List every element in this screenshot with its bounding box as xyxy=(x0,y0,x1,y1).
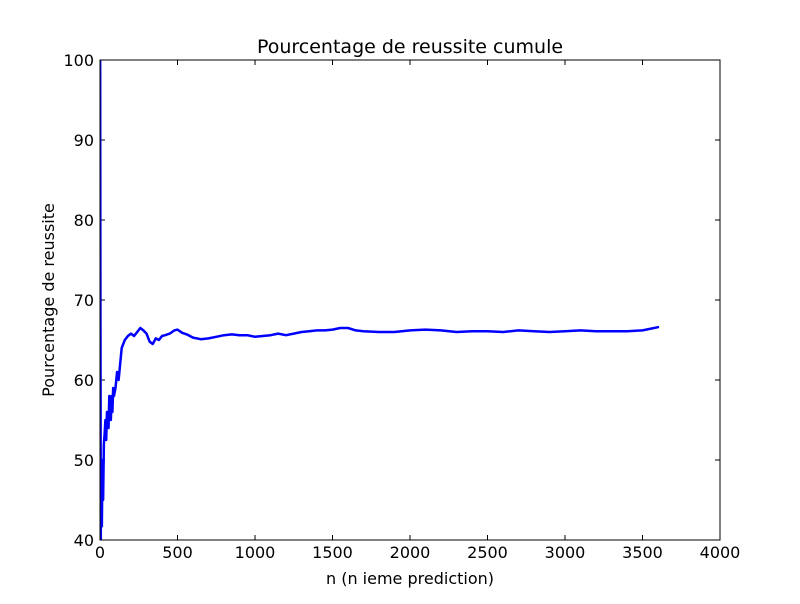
x-tick-label: 2500 xyxy=(467,543,508,562)
y-tick-label: 100 xyxy=(63,51,94,70)
x-tick-label: 3500 xyxy=(622,543,663,562)
y-tick-label: 70 xyxy=(74,291,94,310)
y-tick-label: 50 xyxy=(74,451,94,470)
plot-area xyxy=(100,60,720,540)
y-tick-label: 40 xyxy=(74,531,94,550)
y-tick-label: 90 xyxy=(74,131,94,150)
x-tick-label: 4000 xyxy=(700,543,741,562)
series-line xyxy=(100,60,660,540)
x-tick-label: 1000 xyxy=(235,543,276,562)
x-axis: 0 500 1000 1500 2000 2500 3000 3500 4000 xyxy=(95,60,740,562)
chart-title: Pourcentage de reussite cumule xyxy=(257,36,563,58)
x-tick-label: 500 xyxy=(162,543,193,562)
x-tick-label: 0 xyxy=(95,543,105,562)
x-tick-label: 1500 xyxy=(312,543,353,562)
x-axis-label: n (n ieme prediction) xyxy=(326,569,494,588)
y-axis-label: Pourcentage de reussite xyxy=(39,203,58,397)
x-tick-label: 2000 xyxy=(390,543,431,562)
y-tick-label: 60 xyxy=(74,371,94,390)
x-tick-label: 3000 xyxy=(545,543,586,562)
series-layer xyxy=(100,60,660,540)
plot-frame xyxy=(99,59,721,541)
y-axis: 40 50 60 70 80 90 100 xyxy=(63,51,720,550)
y-tick-label: 80 xyxy=(74,211,94,230)
